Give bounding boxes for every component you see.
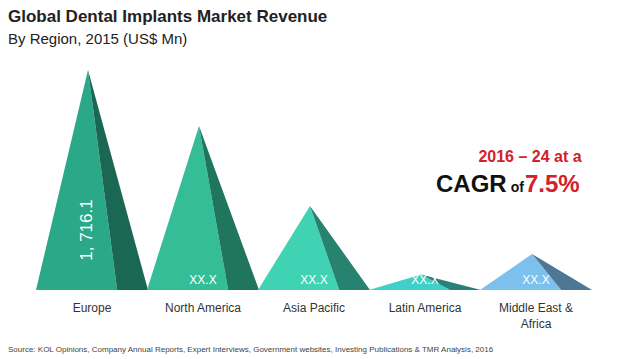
pyramid bbox=[258, 206, 370, 290]
marks bbox=[36, 70, 592, 290]
data-label: XX.X bbox=[300, 273, 327, 287]
pyramid bbox=[480, 254, 592, 290]
annotation-cagr: CAGRof7.5% bbox=[436, 170, 580, 197]
data-label: XX.X bbox=[411, 273, 438, 287]
annotation: 2016 – 24 at a bbox=[478, 148, 581, 165]
annotation: CAGR bbox=[436, 170, 507, 197]
category-label: North America bbox=[165, 301, 241, 315]
title: Global Dental Implants Market Revenue bbox=[8, 7, 327, 26]
data-label: XX.X bbox=[522, 273, 549, 287]
category-label: Europe bbox=[73, 301, 112, 315]
annotation: of bbox=[511, 179, 525, 195]
data-label: 1, 716.1 bbox=[77, 199, 96, 260]
pyramid-front bbox=[480, 254, 561, 290]
data-label: XX.X bbox=[189, 273, 216, 287]
pyramid-side bbox=[88, 70, 148, 290]
category-label: Asia Pacific bbox=[283, 301, 345, 315]
category-label: Latin America bbox=[389, 301, 462, 315]
source: Source: KOL Opinions, Company Annual Rep… bbox=[8, 345, 494, 354]
annotation: 7.5% bbox=[525, 170, 580, 197]
pyramid bbox=[147, 126, 259, 290]
category-label: Middle East & Africa bbox=[499, 301, 573, 331]
chart: Global Dental Implants Market Revenue By … bbox=[0, 0, 620, 359]
category-line: Africa bbox=[521, 317, 552, 331]
pyramid-side bbox=[199, 126, 259, 290]
pyramid bbox=[36, 70, 148, 290]
subtitle: By Region, 2015 (US$ Mn) bbox=[8, 30, 187, 47]
category-line: Middle East & bbox=[499, 301, 573, 315]
